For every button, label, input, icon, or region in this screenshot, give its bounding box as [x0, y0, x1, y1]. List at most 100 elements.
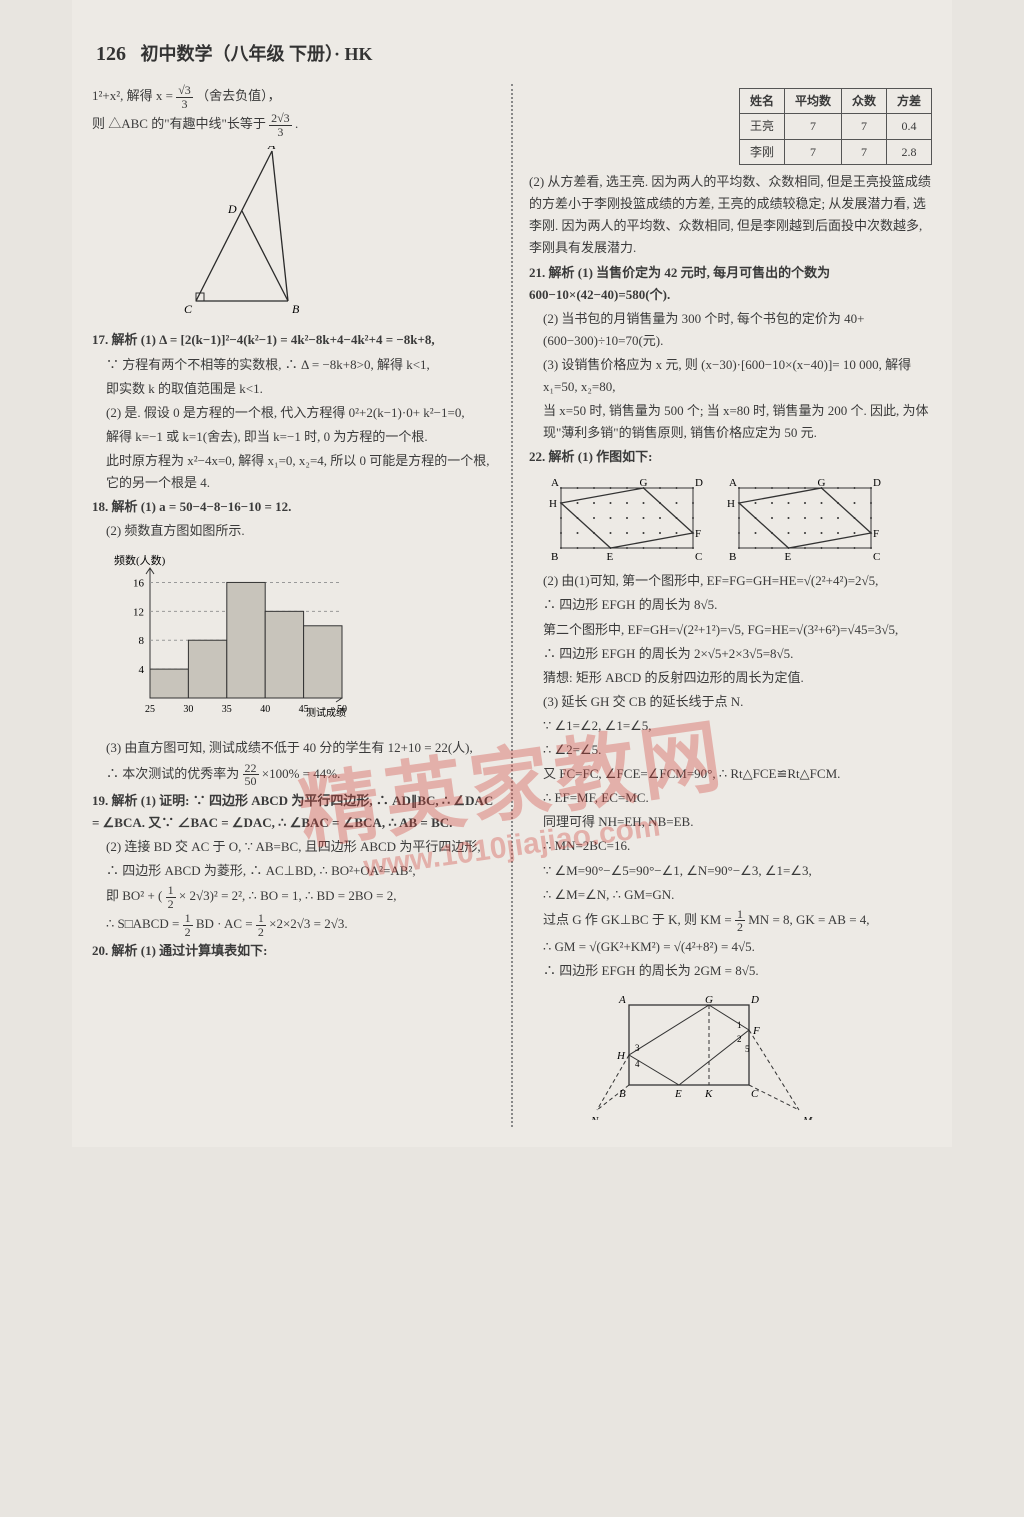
page-header: 126 初中数学（八年级 下册）· HK	[92, 40, 932, 66]
text-line: 当 x=50 时, 销售量为 500 个; 当 x=80 时, 销售量为 200…	[529, 400, 932, 444]
svg-text:1: 1	[737, 1020, 742, 1030]
text-line: (2) 连接 BD 交 AC 于 O, ∵ AB=BC, 且四边形 ABCD 为…	[92, 836, 495, 858]
svg-text:3: 3	[635, 1043, 640, 1053]
page-number: 126	[96, 43, 126, 65]
frac-den: 3	[176, 98, 193, 111]
text: 过点 G 作 GK⊥BC 于 K, 则 KM =	[543, 912, 735, 927]
text-line: (2) 是. 假设 0 是方程的一个根, 代入方程得 0²+2(k−1)·0+ …	[92, 402, 495, 424]
svg-text:A: A	[551, 477, 559, 489]
text-line: (3) 由直方图可知, 测试成绩不低于 40 分的学生有 12+10 = 22(…	[92, 737, 495, 759]
svg-text:B: B	[729, 551, 736, 562]
svg-text:40: 40	[260, 704, 270, 715]
frac-num: 1	[166, 884, 176, 898]
frac-den: 2	[735, 921, 745, 934]
table-row: 王亮 7 7 0.4	[739, 114, 931, 139]
fraction: √3 3	[176, 84, 193, 110]
page: 126 初中数学（八年级 下册）· HK 1²+x², 解得 x = √3 3 …	[72, 0, 952, 1147]
fraction: 1 2	[256, 912, 266, 938]
svg-text:25: 25	[145, 704, 155, 715]
text-line: ∴ S□ABCD = 1 2 BD · AC = 1 2 ×2×2√3 = 2√…	[92, 912, 495, 938]
text-line: ∵ 方程有两个不相等的实数根, ∴ Δ = −8k+8>0, 解得 k<1,	[92, 354, 495, 376]
svg-text:K: K	[704, 1088, 713, 1100]
left-column: 1²+x², 解得 x = √3 3 （舍去负值）， 则 △ABC 的"有趣中线…	[92, 84, 495, 1127]
text: （舍去负值），	[196, 88, 281, 103]
q20-heading: 20. 解析 (1) 通过计算填表如下:	[92, 940, 495, 962]
svg-text:B: B	[292, 302, 300, 316]
text: .	[295, 116, 298, 131]
frac-den: 3	[269, 126, 292, 139]
table-cell: 2.8	[886, 139, 931, 164]
table-cell: 7	[784, 114, 841, 139]
text-line: 同理可得 NH=EH, NB=EB.	[529, 811, 932, 833]
rhombus-figures: AGDHFBEC AGDHFBEC AGDHFBEC	[547, 474, 932, 562]
rhombus-figure-1: AGDHFBEC	[547, 474, 707, 562]
text-line: ∴ GM = √(GK²+KM²) = √(4²+8²) = 4√5.	[529, 936, 932, 958]
text-line: ∴ MN=2BC=16.	[529, 835, 932, 857]
table-row: 李刚 7 7 2.8	[739, 139, 931, 164]
frac-den: 2	[166, 898, 176, 911]
text: MN = 8, GK = AB = 4,	[748, 912, 869, 927]
svg-text:30: 30	[183, 704, 193, 715]
fraction: 1 2	[166, 884, 176, 910]
q17-heading: 17. 解析 (1) Δ = [2(k−1)]²−4(k²−1) = 4k²−8…	[92, 329, 495, 351]
svg-text:H: H	[727, 498, 735, 510]
text-line: (2) 从方差看, 选王亮. 因为两人的平均数、众数相同, 但是王亮投篮成绩的方…	[529, 171, 932, 259]
svg-text:A: A	[267, 146, 276, 152]
svg-text:H: H	[549, 498, 557, 510]
table-cell: 7	[841, 139, 886, 164]
text-line: ∴ 四边形 EFGH 的周长为 8√5.	[529, 594, 932, 616]
fraction: 2√3 3	[269, 112, 292, 138]
fraction: 22 50	[243, 762, 259, 788]
svg-text:2: 2	[737, 1034, 742, 1044]
text: ∴ 本次测试的优秀率为	[106, 766, 243, 781]
svg-text:5: 5	[745, 1044, 750, 1054]
text-line: 此时原方程为 x²−4x=0, 解得 x₁=0, x₂=4, 所以 0 可能是方…	[92, 450, 495, 494]
svg-text:E: E	[607, 551, 614, 562]
columns: 1²+x², 解得 x = √3 3 （舍去负值）， 则 △ABC 的"有趣中线…	[92, 84, 932, 1127]
frac-num: √3	[176, 84, 193, 98]
svg-text:A: A	[618, 994, 626, 1006]
svg-text:B: B	[551, 551, 558, 562]
text-line: 过点 G 作 GK⊥BC 于 K, 则 KM = 1 2 MN = 8, GK …	[529, 908, 932, 934]
frac-num: 1	[735, 908, 745, 922]
svg-text:16: 16	[133, 578, 145, 590]
table-header: 众数	[841, 89, 886, 114]
text-line: ∴ 本次测试的优秀率为 22 50 ×100% = 44%.	[92, 762, 495, 788]
text-line: 第二个图形中, EF=GH=√(2²+1²)=√5, FG=HE=√(3²+6²…	[529, 619, 932, 641]
svg-text:12: 12	[133, 607, 144, 619]
text: ×2×2√3 = 2√3.	[269, 916, 348, 931]
table-header: 姓名	[739, 89, 784, 114]
svg-text:M: M	[802, 1115, 813, 1120]
svg-text:E: E	[674, 1088, 682, 1100]
svg-text:E: E	[785, 551, 792, 562]
text-line: ∴ 四边形 EFGH 的周长为 2×√5+2×3√5=8√5.	[529, 643, 932, 665]
text-line: 解得 k=−1 或 k=1(舍去), 即当 k=−1 时, 0 为方程的一个根.	[92, 426, 495, 448]
frac-num: 2√3	[269, 112, 292, 126]
text: 1²+x², 解得 x =	[92, 88, 173, 103]
table-header: 平均数	[784, 89, 841, 114]
svg-text:H: H	[616, 1050, 626, 1062]
page-title: 初中数学（八年级 下册）· HK	[141, 44, 373, 64]
svg-text:C: C	[695, 551, 702, 562]
svg-text:测试成绩: 测试成绩	[306, 706, 346, 719]
svg-text:G: G	[705, 994, 713, 1006]
table-cell: 李刚	[739, 139, 784, 164]
svg-text:G: G	[818, 477, 826, 489]
text-line: 则 △ABC 的"有趣中线"长等于 2√3 3 .	[92, 112, 495, 138]
svg-text:D: D	[750, 994, 759, 1006]
frac-den: 2	[183, 926, 193, 939]
svg-text:4: 4	[139, 664, 145, 676]
text-line: 又 FC=FC, ∠FCE=∠FCM=90°, ∴ Rt△FCE≌Rt△FCM.	[529, 763, 932, 785]
svg-text:F: F	[695, 528, 701, 540]
svg-text:4: 4	[635, 1059, 640, 1069]
column-divider	[511, 84, 513, 1127]
q19-heading: 19. 解析 (1) 证明: ∵ 四边形 ABCD 为平行四边形, ∴ AD∥B…	[92, 790, 495, 834]
text: × 2√3)² = 2², ∴ BO = 1, ∴ BD = 2BO = 2,	[179, 888, 397, 903]
svg-text:C: C	[873, 551, 880, 562]
fraction: 1 2	[183, 912, 193, 938]
svg-text:35: 35	[222, 704, 232, 715]
text-line: ∴ ∠M=∠N, ∴ GM=GN.	[529, 884, 932, 906]
text-line: 1²+x², 解得 x = √3 3 （舍去负值），	[92, 84, 495, 110]
table-cell: 7	[841, 114, 886, 139]
frac-den: 2	[256, 926, 266, 939]
